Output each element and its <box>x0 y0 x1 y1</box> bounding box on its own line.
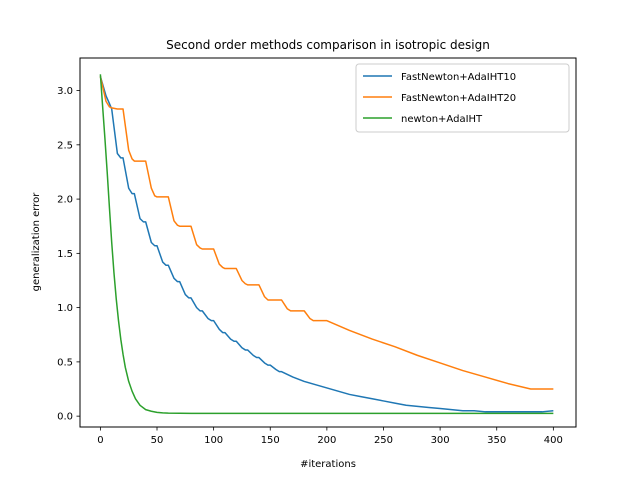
series-line-newton-adaiht <box>99 74 554 415</box>
y-tick-label: 0.0 <box>57 412 73 423</box>
x-tick-label: 200 <box>317 435 336 446</box>
y-tick-label: 0.5 <box>57 357 73 368</box>
plot-area-frame <box>79 57 577 428</box>
y-tick-label: 1.0 <box>57 303 73 314</box>
chart-title: Second order methods comparison in isotr… <box>166 38 490 52</box>
series-line-fastnewton-adaiht20 <box>99 76 554 390</box>
legend-label-fastnewton-adaiht10: FastNewton+AdaIHT10 <box>401 72 516 83</box>
series-line-fastnewton-adaiht10 <box>99 76 554 413</box>
y-axis-ticks: 0.0 0.5 1.0 1.5 2.0 2.5 3.0 <box>57 86 80 423</box>
x-tick-label: 350 <box>487 435 506 446</box>
legend-label-newton-adaiht: newton+AdaIHT <box>401 114 483 125</box>
legend: FastNewton+AdaIHT10 FastNewton+AdaIHT20 … <box>355 63 570 133</box>
x-tick-label: 150 <box>261 435 280 446</box>
legend-box <box>355 63 570 133</box>
y-axis-label: generalization error <box>31 192 42 292</box>
x-axis-label: #iterations <box>300 459 356 470</box>
x-axis-ticks: 0 50 100 150 200 250 300 350 400 <box>97 427 563 446</box>
y-tick-label: 3.0 <box>57 86 73 97</box>
y-tick-label: 2.5 <box>57 140 73 151</box>
plot-series <box>99 74 554 415</box>
x-tick-label: 250 <box>374 435 393 446</box>
legend-label-fastnewton-adaiht20: FastNewton+AdaIHT20 <box>401 93 516 104</box>
x-tick-label: 100 <box>204 435 223 446</box>
y-tick-label: 1.5 <box>57 249 73 260</box>
x-tick-label: 300 <box>431 435 450 446</box>
y-tick-label: 2.0 <box>57 195 73 206</box>
x-tick-label: 400 <box>544 435 563 446</box>
x-tick-label: 0 <box>97 435 103 446</box>
x-tick-label: 50 <box>151 435 164 446</box>
